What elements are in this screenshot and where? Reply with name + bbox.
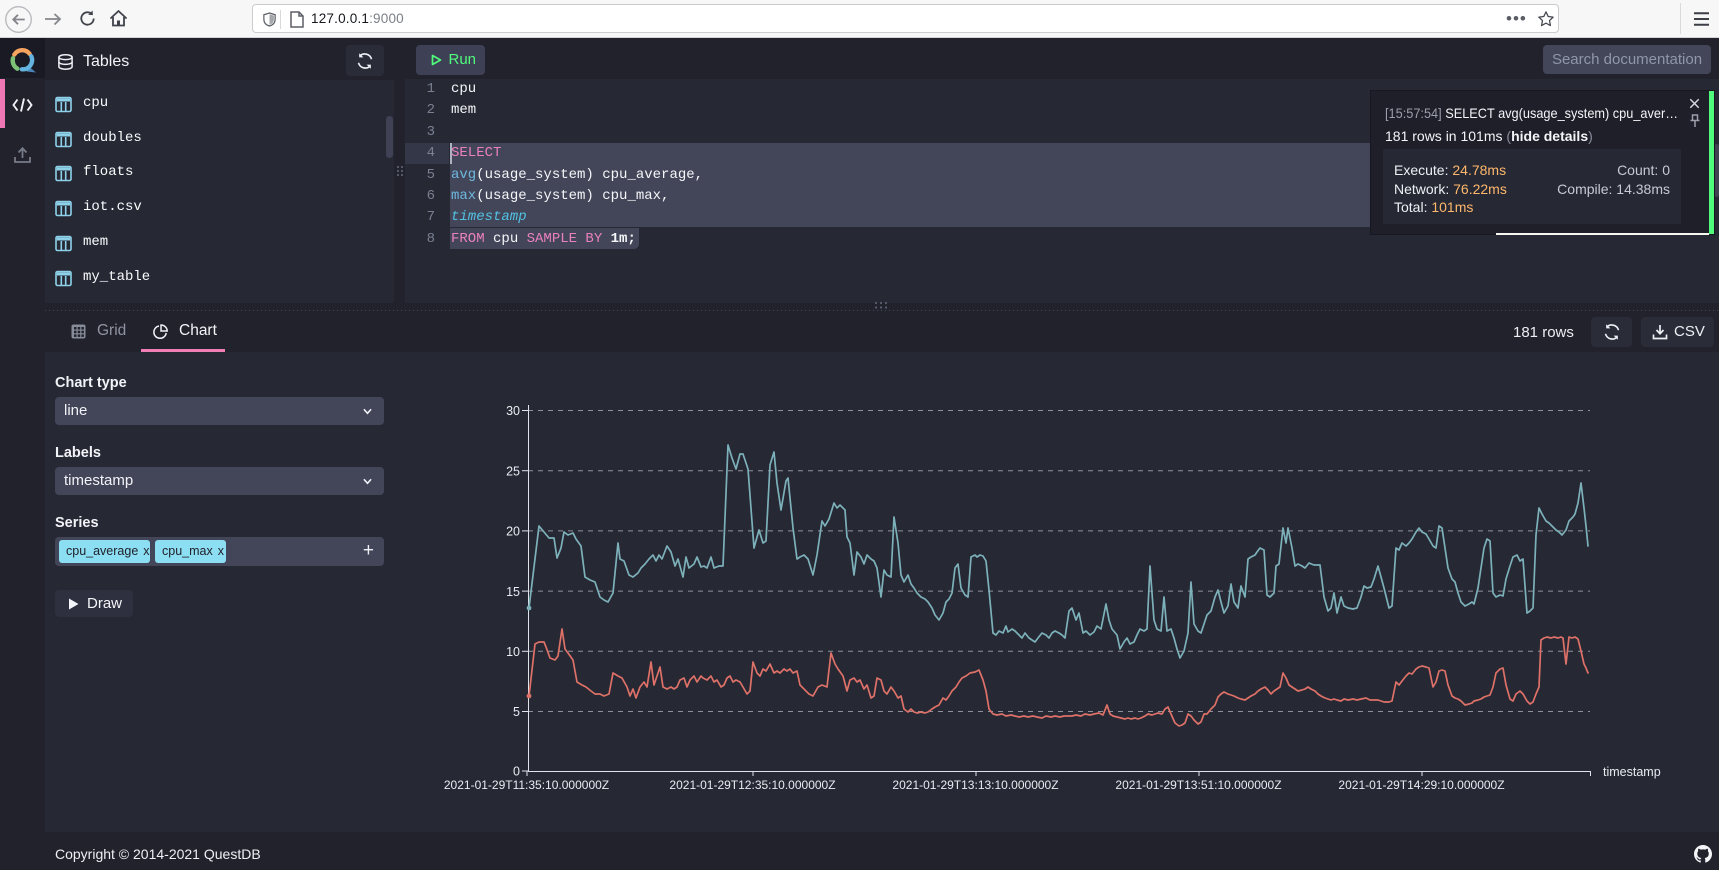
svg-text:2021-01-29T13:51:10.000000Z: 2021-01-29T13:51:10.000000Z [1115,778,1281,792]
svg-text:timestamp: timestamp [1603,765,1661,779]
svg-text:30: 30 [506,404,520,418]
svg-text:2021-01-29T13:13:10.000000Z: 2021-01-29T13:13:10.000000Z [892,778,1058,792]
svg-text:20: 20 [506,525,520,539]
svg-text:15: 15 [506,585,520,599]
svg-text:2021-01-29T11:35:10.000000Z: 2021-01-29T11:35:10.000000Z [444,778,609,792]
svg-text:2021-01-29T12:35:10.000000Z: 2021-01-29T12:35:10.000000Z [669,778,835,792]
svg-text:25: 25 [506,464,520,478]
svg-text:5: 5 [513,705,520,719]
svg-text:10: 10 [506,645,520,659]
svg-text:0: 0 [513,765,520,779]
svg-text:2021-01-29T14:29:10.000000Z: 2021-01-29T14:29:10.000000Z [1338,778,1504,792]
